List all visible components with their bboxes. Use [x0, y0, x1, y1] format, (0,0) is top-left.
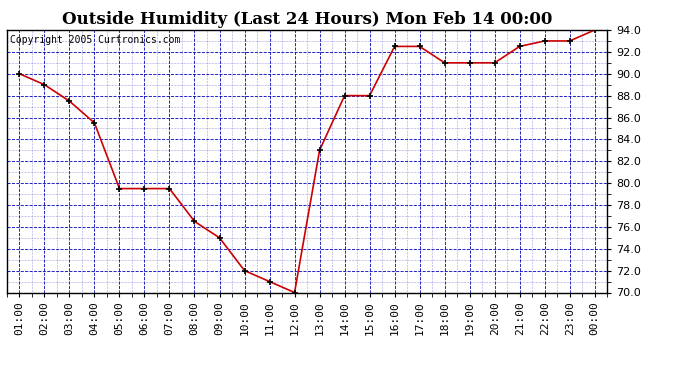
- Text: Copyright 2005 Curtronics.com: Copyright 2005 Curtronics.com: [10, 35, 180, 45]
- Title: Outside Humidity (Last 24 Hours) Mon Feb 14 00:00: Outside Humidity (Last 24 Hours) Mon Feb…: [62, 12, 552, 28]
